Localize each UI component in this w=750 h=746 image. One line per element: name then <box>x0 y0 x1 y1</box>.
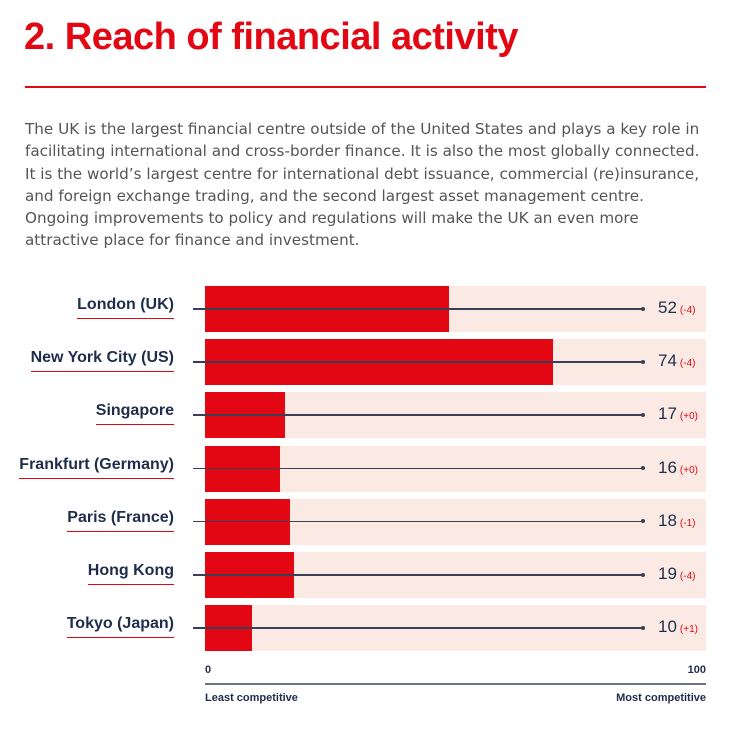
value-label: 16 (+0) <box>658 458 698 478</box>
least-competitive-label: Least competitive <box>205 692 298 704</box>
value-number: 19 <box>658 564 677 583</box>
bar-row: Frankfurt (Germany) 16 (+0) <box>0 445 750 492</box>
category-label: Frankfurt (Germany) <box>19 456 174 479</box>
category-label: Tokyo (Japan) <box>66 615 174 639</box>
most-competitive-label: Most competitive <box>616 692 706 704</box>
category-label: New York City (US) <box>30 349 174 373</box>
change-label: (+0) <box>679 464 698 476</box>
leader-line <box>193 626 645 630</box>
bar-row: Hong Kong 19 (-4) <box>0 552 750 598</box>
change-label: (-1) <box>679 517 696 529</box>
leader-line <box>193 306 645 310</box>
value-number: 52 <box>658 298 677 317</box>
change-label: (-4) <box>679 571 696 582</box>
change-label: (-4) <box>679 358 696 370</box>
change-label: (-4) <box>679 305 696 316</box>
value-number: 74 <box>658 351 677 371</box>
page-title: 2. Reach of financial activity <box>24 16 518 58</box>
bar-row: Singapore 17 (+0) <box>0 392 750 439</box>
title-divider <box>25 86 706 88</box>
leader-line <box>193 519 645 523</box>
value-label: 19 (-4) <box>658 564 695 584</box>
value-label: 18 (-1) <box>658 511 695 531</box>
value-label: 52 (-4) <box>658 298 695 318</box>
change-label: (+1) <box>679 624 698 636</box>
value-number: 10 <box>658 617 677 637</box>
bar-row: New York City (US) 74 (-4) <box>0 339 750 386</box>
leader-line <box>193 466 645 470</box>
value-label: 74 (-4) <box>658 351 695 371</box>
bar-row: Tokyo (Japan) 10 (+1) <box>0 605 750 652</box>
value-label: 17 (+0) <box>658 404 698 424</box>
intro-paragraph: The UK is the largest financial centre o… <box>25 120 700 250</box>
x-tick-0: 0 <box>205 664 212 676</box>
category-label: London (UK) <box>77 296 174 319</box>
leader-line <box>193 572 645 576</box>
x-tick-100: 100 <box>687 664 706 676</box>
category-label: Hong Kong <box>87 562 174 585</box>
leader-line <box>193 360 645 364</box>
change-label: (+0) <box>679 411 698 423</box>
category-label: Paris (France) <box>67 509 174 532</box>
bar-row: Paris (France) 18 (-1) <box>0 498 750 545</box>
x-axis-line <box>205 683 706 685</box>
value-label: 10 (+1) <box>658 617 698 637</box>
value-number: 18 <box>658 510 677 530</box>
value-number: 17 <box>658 404 677 424</box>
value-number: 16 <box>658 457 677 477</box>
bar-row: London (UK) 52 (-4) <box>0 286 750 332</box>
category-label: Singapore <box>95 402 174 426</box>
leader-line <box>193 413 645 417</box>
